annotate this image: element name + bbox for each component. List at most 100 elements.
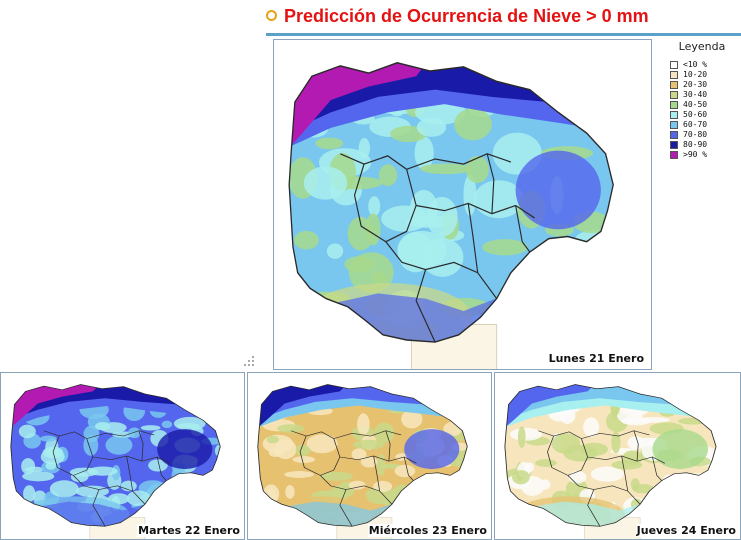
snow-probability-map	[495, 373, 740, 539]
legend: Leyenda <10 % 10-20 20-30 30-40 40-50 50-60 60…	[664, 40, 740, 160]
province-boundary	[92, 489, 106, 527]
map-panel-day-4: Jueves 24 Enero	[494, 372, 741, 540]
probability-patch	[18, 424, 36, 439]
probability-patch	[368, 196, 381, 217]
province-boundary	[299, 435, 321, 476]
probability-patch	[326, 243, 344, 259]
probability-patch	[294, 230, 319, 250]
probability-patch	[351, 448, 367, 461]
province-boundary	[406, 153, 512, 170]
probability-patch	[127, 427, 141, 439]
probability-patch	[357, 413, 370, 436]
province-boundary	[72, 475, 146, 505]
probability-patch	[344, 256, 375, 273]
probability-patch	[140, 425, 161, 431]
probability-patch	[292, 456, 316, 464]
probability-patch	[394, 464, 416, 478]
legend-label: <10 %	[683, 60, 708, 69]
probability-patch	[465, 155, 489, 184]
probability-patch	[420, 163, 473, 175]
region-outline	[10, 384, 221, 527]
map-date-label: Miércoles 23 Enero	[367, 524, 488, 537]
province-boundary	[515, 205, 531, 253]
legend-item: 10-20	[670, 70, 740, 80]
bullet-ring-icon	[266, 10, 277, 21]
province-boundary	[52, 435, 74, 476]
legend-item: 80-90	[670, 140, 740, 150]
province-boundary	[92, 455, 170, 464]
legend-label: 10-20	[683, 70, 708, 79]
title-underline	[266, 33, 741, 36]
legend-item: 30-40	[670, 90, 740, 100]
province-boundary	[385, 430, 391, 462]
probability-patch	[306, 434, 338, 454]
map-panel-main: Lunes 21 Enero	[273, 39, 652, 370]
probability-patch	[285, 484, 295, 499]
province-boundary	[621, 455, 629, 492]
probability-patch	[69, 467, 99, 477]
snow-probability-map	[248, 373, 491, 539]
probability-patch	[590, 466, 625, 482]
legend-label: 60-70	[683, 120, 708, 129]
probability-patch	[401, 409, 423, 429]
probability-patch	[303, 166, 348, 200]
resize-grip-icon	[244, 356, 256, 368]
province-boundary	[373, 455, 381, 492]
province-boundary	[385, 241, 498, 299]
province-boundary	[467, 203, 479, 273]
province-boundary	[587, 489, 601, 527]
province-boundary	[339, 455, 417, 464]
header: Predicción de Ocurrencia de Nieve > 0 mm	[266, 6, 741, 36]
province-boundary	[652, 456, 663, 481]
legend-item: 40-50	[670, 100, 740, 110]
probability-patch	[365, 213, 381, 246]
probability-patch	[319, 471, 354, 481]
probability-patch	[622, 450, 643, 465]
probability-patch	[632, 484, 654, 494]
map-date-label: Lunes 21 Enero	[547, 352, 645, 365]
probability-patch	[568, 470, 587, 484]
region-outline	[288, 62, 614, 343]
probability-patch	[473, 180, 524, 219]
probability-patch	[377, 453, 386, 476]
legend-label: 40-50	[683, 100, 708, 109]
probability-patch	[378, 164, 398, 187]
probability-patch	[352, 439, 385, 450]
probability-patch	[23, 485, 36, 503]
province-boundary	[587, 455, 666, 464]
probability-patch	[426, 196, 458, 237]
legend-swatch	[670, 151, 678, 159]
region-outline	[257, 384, 468, 527]
probability-patch	[295, 444, 311, 457]
legend-label: 20-30	[683, 80, 708, 89]
probability-patch	[611, 431, 621, 454]
province-boundary	[633, 430, 639, 462]
probability-patch	[21, 458, 36, 475]
probability-patch	[126, 490, 151, 507]
probability-patch	[360, 456, 378, 468]
page-title: Predicción de Ocurrencia de Nieve > 0 mm	[284, 6, 649, 26]
legend-swatch	[670, 131, 678, 139]
legend-swatch	[670, 91, 678, 99]
probability-patch	[563, 445, 598, 462]
province-boundary	[415, 269, 436, 343]
province-boundary	[547, 435, 569, 476]
probability-patch	[454, 108, 492, 141]
legend-item: 20-30	[670, 80, 740, 90]
probability-patch	[482, 239, 528, 256]
province-boundary	[86, 430, 155, 439]
probability-patch	[374, 422, 395, 443]
legend-item: 50-60	[670, 110, 740, 120]
legend-swatch	[670, 81, 678, 89]
legend-swatch	[670, 121, 678, 129]
probability-patch	[161, 420, 173, 429]
probability-patch	[373, 480, 393, 493]
province-boundary	[138, 430, 144, 462]
province-boundary	[567, 475, 641, 505]
legend-item: 60-70	[670, 120, 740, 130]
legend-swatch	[670, 71, 678, 79]
legend-swatch	[670, 101, 678, 109]
legend-swatch	[670, 61, 678, 69]
province-boundary	[126, 455, 134, 492]
map-panel-day-3: Miércoles 23 Enero	[247, 372, 492, 540]
